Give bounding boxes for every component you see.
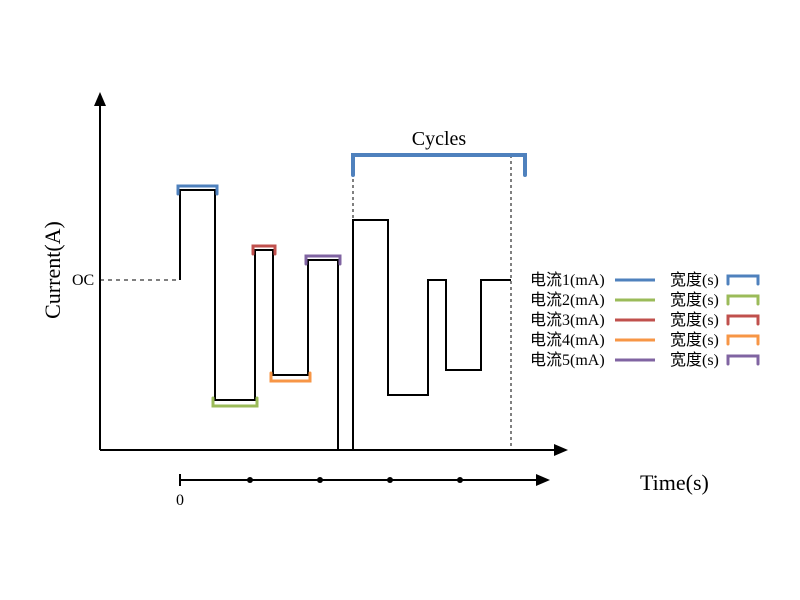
timeline-dot [247, 477, 253, 483]
legend-current-label-2: 电流2(mA) [530, 291, 605, 309]
legend-width-label-5: 宽度(s) [670, 351, 719, 369]
legend-width-label-2: 宽度(s) [670, 291, 719, 309]
timeline-zero-label: 0 [176, 492, 184, 509]
legend-current-label-3: 电流3(mA) [530, 311, 605, 329]
legend-current-label-4: 电流4(mA) [530, 331, 605, 349]
timeline-dot [387, 477, 393, 483]
timeline-dot [457, 477, 463, 483]
y-axis-label: Current(A) [40, 221, 65, 319]
legend-current-label-5: 电流5(mA) [530, 351, 605, 369]
cycles-label: Cycles [412, 128, 467, 150]
legend-width-label-1: 宽度(s) [670, 271, 719, 289]
diagram-svg: Current(A) Time(s) OC Cycles 0 电流1(mA) 宽度(s) 电流… [0, 0, 800, 600]
legend-width-label-4: 宽度(s) [670, 331, 719, 349]
timeline-dot [317, 477, 323, 483]
legend-current-label-1: 电流1(mA) [530, 271, 605, 289]
legend-width-label-3: 宽度(s) [670, 311, 719, 329]
x-axis-label: Time(s) [640, 470, 709, 495]
oc-label: OC [72, 272, 94, 289]
